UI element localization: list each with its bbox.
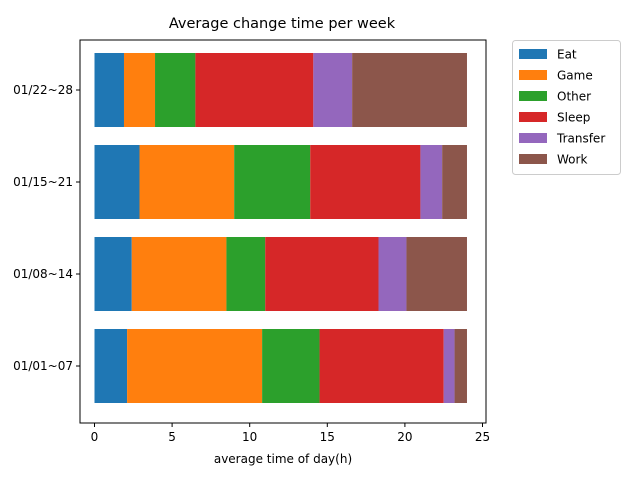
- bar-segment-work-0: [454, 329, 467, 403]
- bar-segment-other-1: [226, 237, 266, 311]
- x-tick-label: 20: [397, 430, 412, 444]
- bar-segment-sleep-0: [319, 329, 444, 403]
- x-axis-label: average time of day(h): [214, 452, 352, 466]
- bar-segment-transfer-1: [378, 237, 407, 311]
- y-tick-label: 01/22~28: [13, 83, 73, 97]
- bar-segment-transfer-2: [420, 145, 443, 219]
- bar-segment-sleep-1: [265, 237, 379, 311]
- x-tick-label: 10: [242, 430, 257, 444]
- bar-segment-sleep-2: [310, 145, 421, 219]
- legend-swatch-work: [519, 154, 547, 164]
- bar-segment-other-2: [234, 145, 311, 219]
- bar-segment-game-1: [131, 237, 227, 311]
- legend-swatch-transfer: [519, 133, 547, 143]
- bar-segment-work-3: [352, 53, 467, 127]
- bar-segment-other-0: [262, 329, 320, 403]
- legend-swatch-game: [519, 70, 547, 80]
- bar-segment-sleep-3: [195, 53, 314, 127]
- legend-swatch-eat: [519, 49, 547, 59]
- legend: Eat Game Other Sleep Transfer Work: [512, 40, 621, 175]
- bar-segment-work-2: [442, 145, 467, 219]
- bars-group: [94, 53, 467, 403]
- legend-label-transfer: Transfer: [556, 132, 605, 146]
- bar-segment-game-3: [123, 53, 156, 127]
- bar-segment-eat-3: [94, 53, 124, 127]
- chart-title: Average change time per week: [169, 16, 396, 32]
- bar-segment-game-0: [127, 329, 263, 403]
- bar-segment-eat-1: [94, 237, 132, 311]
- legend-label-eat: Eat: [557, 48, 577, 62]
- bar-segment-transfer-3: [313, 53, 353, 127]
- bar-segment-eat-2: [94, 145, 140, 219]
- plot-frame: [79, 39, 487, 424]
- x-tick-label: 5: [168, 430, 176, 444]
- x-tick-label: 15: [320, 430, 335, 444]
- y-tick-label: 01/01~07: [13, 359, 73, 373]
- legend-label-other: Other: [557, 90, 591, 104]
- bar-segment-eat-0: [94, 329, 128, 403]
- legend-swatch-sleep: [519, 112, 547, 122]
- x-tick-label: 25: [475, 430, 490, 444]
- legend-label-sleep: Sleep: [557, 111, 590, 125]
- bar-segment-other-3: [155, 53, 196, 127]
- y-axis: 01/01~07 01/08~14 01/15~21 01/22~28: [13, 83, 80, 373]
- legend-label-game: Game: [557, 69, 593, 83]
- bar-segment-transfer-0: [443, 329, 455, 403]
- bar-segment-work-1: [406, 237, 467, 311]
- y-tick-label: 01/15~21: [13, 175, 73, 189]
- y-tick-label: 01/08~14: [13, 267, 73, 281]
- x-tick-label: 0: [91, 430, 99, 444]
- legend-swatch-other: [519, 91, 547, 101]
- bar-segment-game-2: [139, 145, 235, 219]
- legend-label-work: Work: [557, 153, 587, 167]
- x-axis: 0 5 10 15 20 25: [91, 423, 490, 444]
